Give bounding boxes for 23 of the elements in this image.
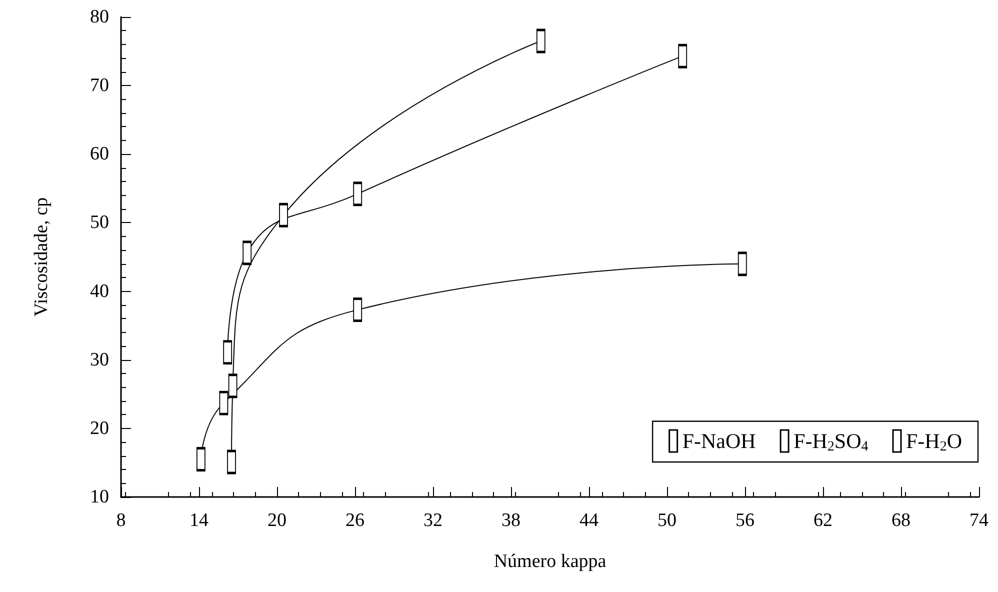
y-axis-title: Viscosidade, cp [31, 197, 52, 317]
y-tick-label: 50 [90, 212, 109, 234]
x-tick-label: 56 [736, 510, 754, 531]
x-tick-label: 62 [814, 510, 832, 531]
x-tick-label: 74 [970, 510, 989, 531]
x-tick-label: 8 [116, 510, 126, 531]
legend-label: F-NaOH [682, 429, 756, 453]
x-axis-title: Número kappa [494, 551, 607, 572]
x-tick-label: 44 [580, 510, 599, 531]
y-tick-label: 80 [90, 6, 109, 28]
y-tick-label: 60 [90, 144, 109, 165]
y-tick-label: 40 [90, 280, 109, 302]
x-tick-label: 20 [268, 510, 286, 531]
x-tick-label: 50 [658, 510, 676, 531]
x-tick-label: 38 [502, 510, 520, 531]
y-tick-label: 30 [90, 349, 109, 370]
x-tick-label: 26 [346, 510, 364, 531]
y-tick-label: 70 [90, 75, 109, 96]
x-tick-label: 14 [190, 510, 209, 531]
y-tick-label: 10 [90, 486, 109, 508]
y-tick-label: 20 [90, 418, 109, 439]
x-tick-label: 68 [892, 510, 910, 531]
x-tick-label: 32 [424, 510, 442, 531]
